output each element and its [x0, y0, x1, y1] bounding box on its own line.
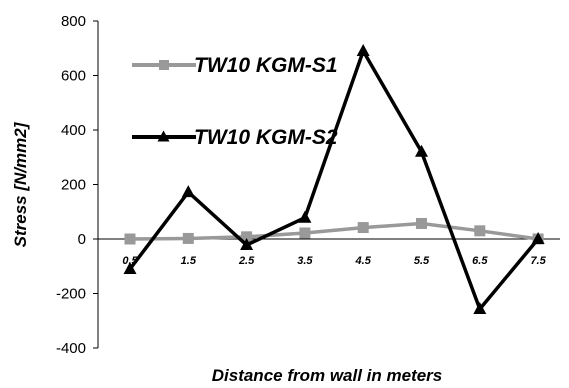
- series-1-point-0: [124, 233, 136, 245]
- series-2-point-7: [531, 232, 545, 244]
- y-tick-label-6: 800: [61, 13, 86, 30]
- y-axis-title: Stress [N/mm2]: [11, 121, 30, 247]
- series-1-point-5: [416, 217, 427, 229]
- x-tick-label-7: 7.5: [530, 255, 546, 267]
- series-2-point-0: [123, 261, 137, 274]
- y-tick-label-3: 200: [61, 177, 86, 194]
- series-1-point-1: [182, 232, 194, 244]
- x-tick-label-2: 2.5: [238, 255, 255, 267]
- y-tick-label-2: 0: [78, 231, 86, 248]
- series-1-point-4: [357, 222, 369, 234]
- series-2-point-5: [415, 144, 428, 157]
- series-2-point-1: [181, 185, 195, 198]
- legend: TW10 KGM-S1 TW10 KGM-S2: [132, 54, 338, 149]
- series-1-point-6: [474, 225, 486, 237]
- series-2-line: [128, 46, 540, 313]
- series-2-point-2: [240, 237, 254, 250]
- x-axis-ticks: 0.5 1.5 2.5 3.5 4.5 5.5 6.5 7.5: [122, 255, 546, 267]
- series-1-point-2: [241, 231, 253, 243]
- x-tick-label-5: 5.5: [414, 255, 430, 267]
- series-2-point-4: [356, 43, 370, 56]
- legend-entry-s2: TW10 KGM-S2: [132, 126, 338, 149]
- y-tick-label-4: 400: [61, 122, 86, 139]
- legend-s2-label: TW10 KGM-S2: [194, 126, 338, 149]
- y-tick-label-1: -200: [56, 286, 86, 303]
- x-tick-label-1: 1.5: [181, 255, 197, 267]
- y-tick-label-0: -400: [56, 340, 86, 357]
- x-tick-label-4: 4.5: [355, 255, 372, 267]
- series-1-point-3: [299, 227, 311, 239]
- x-tick-label-3: 3.5: [297, 255, 313, 267]
- x-tick-label-6: 6.5: [472, 255, 488, 267]
- legend-entry-s1: TW10 KGM-S1: [132, 54, 338, 77]
- legend-s2-triangle-marker: [157, 130, 170, 142]
- series-1-line: [129, 221, 539, 241]
- y-tick-label-5: 600: [61, 68, 86, 85]
- legend-s1-square-marker: [159, 60, 169, 70]
- series-2-point-3: [298, 210, 312, 223]
- x-axis-title: Distance from wall in meters: [212, 366, 443, 385]
- y-axis-ticks: -400 -200 0 200 400 600 800: [56, 13, 98, 357]
- legend-s1-label: TW10 KGM-S1: [194, 54, 338, 77]
- series-2-point-6: [473, 302, 487, 315]
- series-layer: [123, 43, 545, 315]
